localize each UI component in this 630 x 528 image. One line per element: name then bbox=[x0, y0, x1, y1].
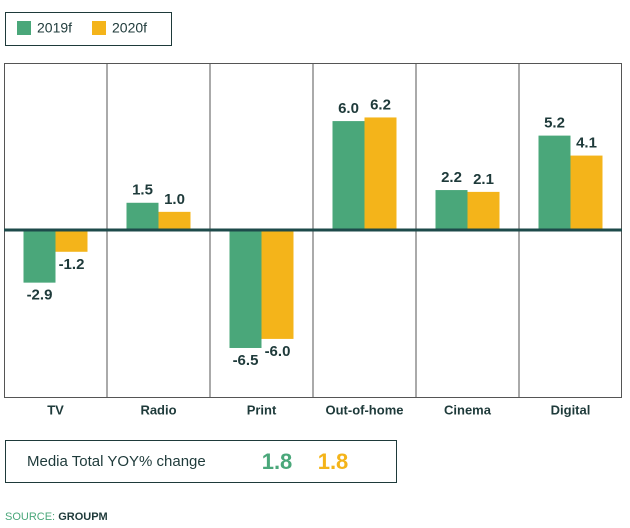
value-label: -6.0 bbox=[265, 343, 291, 360]
bar bbox=[332, 121, 365, 230]
legend-box bbox=[5, 12, 172, 46]
bar bbox=[23, 230, 56, 283]
x-tick-label: Print bbox=[247, 402, 277, 417]
source-name: GROUPM bbox=[58, 511, 108, 523]
source-label: SOURCE: bbox=[5, 511, 55, 523]
value-label: 4.1 bbox=[576, 135, 597, 152]
bar bbox=[570, 155, 603, 230]
x-tick-label: TV bbox=[47, 402, 64, 417]
bar bbox=[55, 230, 88, 252]
legend-swatch bbox=[92, 21, 106, 35]
summary-label: Media Total YOY% change bbox=[27, 453, 206, 470]
value-label: 5.2 bbox=[544, 115, 565, 132]
value-label: 2.1 bbox=[473, 171, 494, 188]
x-tick-label: Digital bbox=[551, 402, 591, 417]
bar bbox=[126, 202, 159, 230]
value-label: -2.9 bbox=[27, 287, 53, 304]
bar bbox=[467, 191, 500, 230]
summary-value: 1.8 bbox=[318, 449, 349, 474]
value-label: 6.2 bbox=[370, 96, 391, 113]
x-tick-label: Out-of-home bbox=[326, 402, 404, 417]
value-label: 1.0 bbox=[164, 191, 185, 208]
summary-box bbox=[5, 440, 397, 483]
bar bbox=[364, 117, 397, 230]
x-tick-label: Cinema bbox=[444, 402, 492, 417]
value-label: 1.5 bbox=[132, 182, 153, 199]
value-label: -6.5 bbox=[233, 352, 259, 369]
legend-swatch bbox=[17, 21, 31, 35]
summary-value: 1.8 bbox=[262, 449, 293, 474]
bar bbox=[229, 230, 262, 348]
bar bbox=[261, 230, 294, 339]
value-label: -1.2 bbox=[59, 256, 85, 273]
source: SOURCE: GROUPM bbox=[5, 511, 108, 523]
bar bbox=[538, 135, 571, 230]
bar bbox=[435, 190, 468, 230]
bar bbox=[158, 211, 191, 230]
value-label: 2.2 bbox=[441, 169, 462, 186]
value-label: 6.0 bbox=[338, 100, 359, 117]
legend-label: 2020f bbox=[112, 20, 147, 36]
x-tick-label: Radio bbox=[140, 402, 176, 417]
legend-label: 2019f bbox=[37, 20, 72, 36]
